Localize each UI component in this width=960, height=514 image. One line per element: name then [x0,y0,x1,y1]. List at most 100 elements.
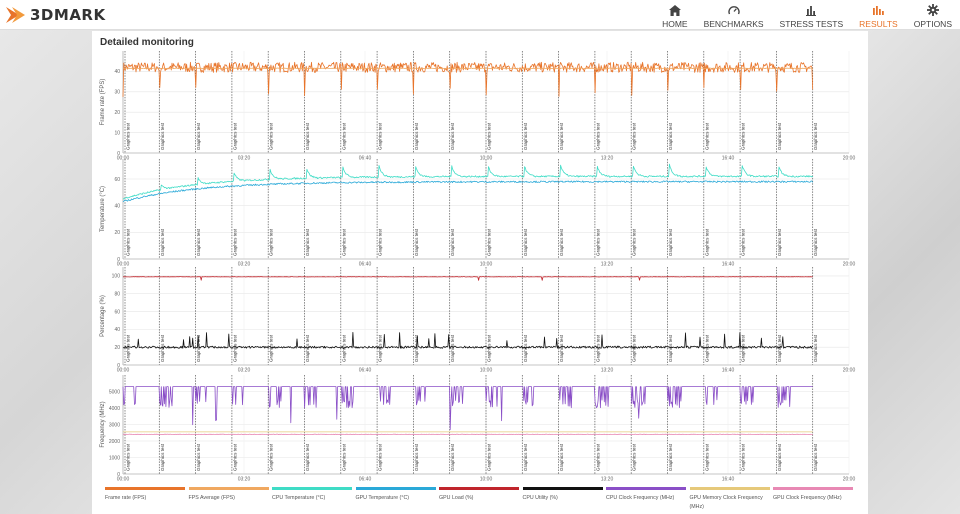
graphics-test-label: Graphics test [487,228,492,256]
y-tick-label: 0 [117,151,120,157]
graphics-test-label: Graphics test [741,122,746,150]
graphics-test-label: Graphics test [559,334,564,362]
graphics-test-label: Graphics test [450,122,455,150]
x-tick-label: 10:00 [480,156,493,162]
graphics-test-label: Graphics test [414,228,419,256]
y-axis-label: Frame rate (FPS) [100,79,106,126]
y-tick-label: 60 [114,177,120,183]
nav-label: HOME [662,19,688,29]
y-axis-label: Frequency (MHz) [100,401,106,447]
legend-label: CPU Utility (%) [522,495,558,501]
app-logo[interactable]: 3DMARK [6,5,106,25]
graphics-test-label: Graphics test [126,122,131,150]
legend-label: CPU Clock Frequency (MHz) [606,495,675,501]
x-tick-label: 06:40 [359,156,372,162]
x-tick-label: 00:00 [117,156,130,162]
y-tick-label: 0 [117,472,120,478]
graphics-test-label: Graphics test [668,443,673,471]
legend-item[interactable]: GPU Clock Frequency (MHz) [773,487,853,503]
graphics-test-label: Graphics test [704,228,709,256]
y-tick-label: 3000 [109,422,120,428]
graphics-test-label: Graphics test [595,228,600,256]
legend-label: GPU Load (%) [439,495,474,501]
graphics-test-label: Graphics test [232,228,237,256]
legend-item[interactable]: FPS Average (FPS) [188,487,269,503]
x-tick-label: 00:00 [117,477,130,483]
graphics-test-label: Graphics test [668,334,673,362]
series-line-gpu-load [123,276,813,281]
legend-label: GPU Memory Clock Frequency (MHz) [689,495,763,510]
graphics-test-label: Graphics test [813,122,818,150]
graphics-test-label: Graphics test [269,122,274,150]
x-tick-label: 16:40 [722,262,735,268]
graphics-test-label: Graphics test [595,122,600,150]
chart-4: 0 1000 2000 3000 4000 5000 00:00 03:20 06:40 10:0… [100,375,855,483]
x-tick-label: 06:40 [359,477,372,483]
graphics-test-label: Graphics test [305,443,310,471]
results-icon [872,3,885,17]
x-tick-label: 10:00 [480,477,493,483]
graphics-test-label: Graphics test [126,443,131,471]
x-tick-label: 20:00 [843,156,856,162]
gauge-icon [727,3,740,17]
home-icon [668,3,681,17]
graphics-test-label: Graphics test [632,122,637,150]
graphics-test-label: Graphics test [777,122,782,150]
legend-item[interactable]: CPU Utility (%) [522,487,603,503]
x-tick-label: 00:00 [117,262,130,268]
graphics-test-label: Graphics test [341,122,346,150]
legend-item[interactable]: CPU Clock Frequency (MHz) [606,487,686,503]
legend-item[interactable]: GPU Memory Clock Frequency (MHz) [689,487,770,512]
top-bar: 3DMARK HOME BENCHMARKS STRESS TESTS RESULTS… [0,0,960,30]
graphics-test-label: Graphics test [450,443,455,471]
series-line-cpu-clock-frequency-mhz [122,386,813,431]
nav-options[interactable]: OPTIONS [906,0,960,30]
graphics-test-label: Graphics test [632,334,637,362]
y-tick-label: 40 [114,203,120,209]
nav-benchmarks[interactable]: BENCHMARKS [696,0,772,30]
x-tick-label: 10:00 [480,368,493,374]
series-line-cpu-utility [122,331,813,349]
x-tick-label: 13:20 [601,477,614,483]
legend-label: GPU Clock Frequency (MHz) [773,495,842,501]
legend-swatch [522,487,603,490]
graphics-test-label: Graphics test [450,334,455,362]
series-line-frame-rate-fps [122,61,814,97]
graphics-test-label: Graphics test [196,334,201,362]
graphics-test-label: Graphics test [559,122,564,150]
nav-label: RESULTS [859,19,898,29]
gear-icon [926,3,939,17]
graphics-test-label: Graphics test [341,443,346,471]
legend-label: Frame rate (FPS) [105,495,147,501]
x-tick-label: 16:40 [722,477,735,483]
legend-item[interactable]: CPU Temperature (°C) [272,487,352,503]
legend-item[interactable]: GPU Load (%) [439,487,519,503]
y-tick-label: 60 [114,309,120,315]
graphics-test-label: Graphics test [160,334,165,362]
series-line-gpu-temperature-c [122,180,814,203]
graphics-test-label: Graphics test [704,443,709,471]
graphics-test-label: Graphics test [414,122,419,150]
graphics-test-label: Graphics test [414,334,419,362]
y-tick-label: 5000 [109,389,120,395]
x-tick-label: 03:20 [238,262,251,268]
graphics-test-label: Graphics test [632,443,637,471]
nav-home[interactable]: HOME [654,0,696,30]
x-tick-label: 20:00 [843,477,856,483]
legend-item[interactable]: Frame rate (FPS) [105,487,185,503]
graphics-test-label: Graphics test [813,443,818,471]
x-tick-label: 13:20 [601,262,614,268]
graphics-test-label: Graphics test [487,443,492,471]
legend-item[interactable]: GPU Temperature (°C) [355,487,436,503]
graphics-test-label: Graphics test [269,334,274,362]
graphics-test-label: Graphics test [523,122,528,150]
graphics-test-label: Graphics test [487,122,492,150]
chart-2: 0 20 40 60 00:00 03:20 06:40 10:00 13:20 16:40 20:… [100,159,855,268]
y-tick-label: 40 [114,69,120,75]
page-title: Detailed monitoring [100,37,194,48]
nav-stress-tests[interactable]: STRESS TESTS [772,0,852,30]
nav-results[interactable]: RESULTS [851,0,906,30]
y-tick-label: 100 [112,274,121,280]
x-tick-label: 00:00 [117,368,130,374]
series-line-fps-average-fps [122,67,813,69]
